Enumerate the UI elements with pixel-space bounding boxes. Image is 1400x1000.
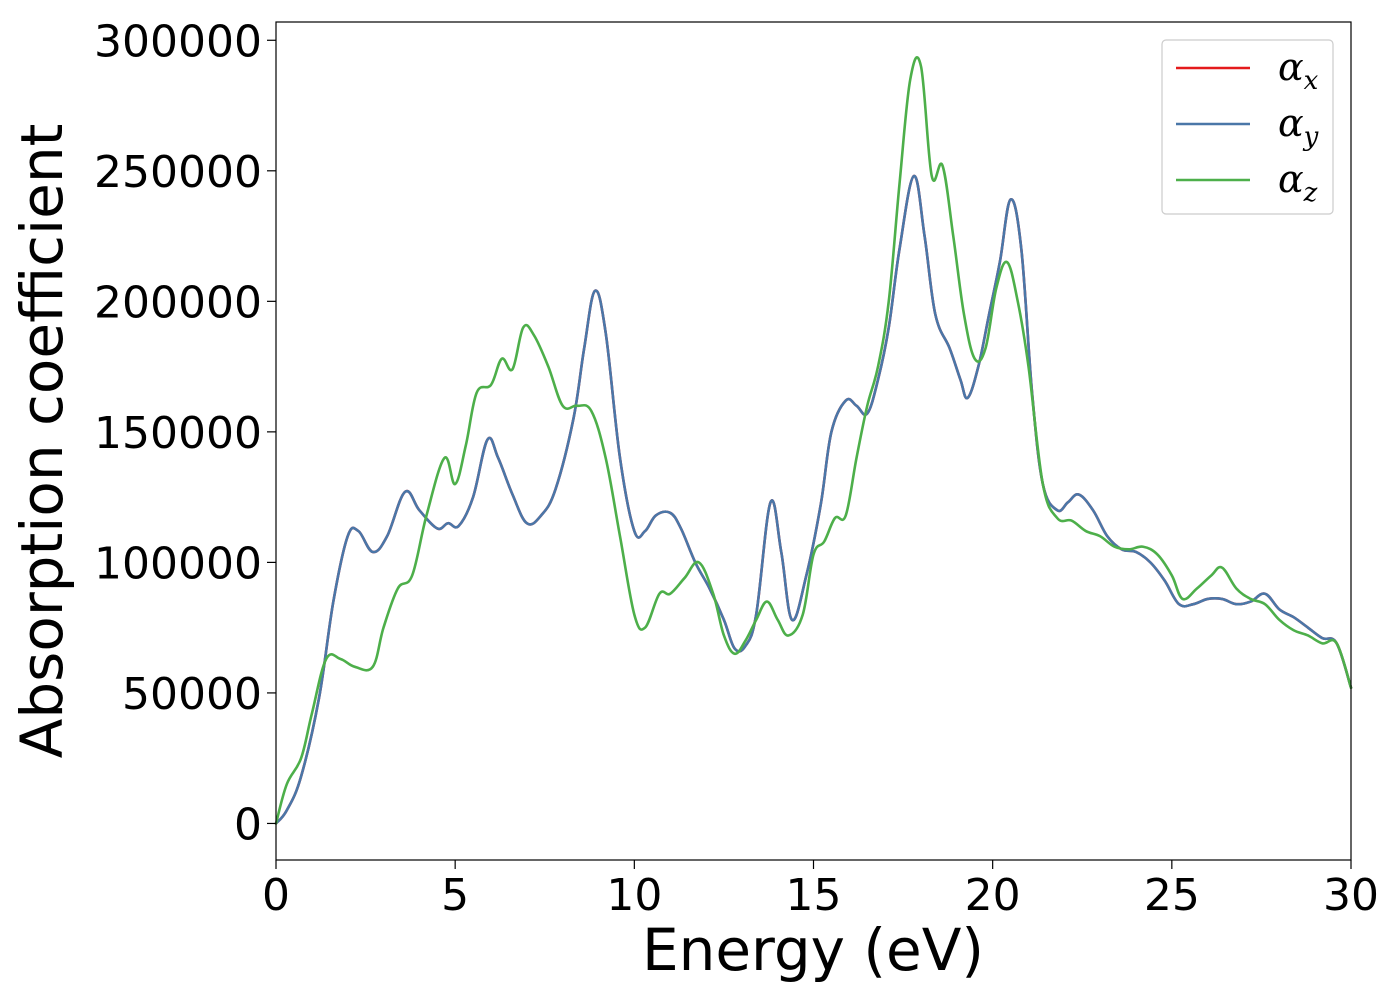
legend-subscript: y <box>1303 122 1319 152</box>
y-tick-label: 0 <box>234 799 262 850</box>
y-tick-label: 250000 <box>94 147 262 198</box>
x-tick-label: 10 <box>606 870 662 921</box>
y-tick-label: 150000 <box>94 408 262 459</box>
legend-label-x: αx <box>1278 45 1319 96</box>
legend-symbol: α <box>1278 157 1304 201</box>
series-layer <box>274 55 1353 825</box>
series-line-z <box>274 55 1353 825</box>
x-tick-label: 20 <box>965 870 1021 921</box>
legend-label-y: αy <box>1278 101 1319 152</box>
legend-symbol: α <box>1278 101 1304 145</box>
x-tick-label: 0 <box>262 870 290 921</box>
y-tick-label: 200000 <box>94 277 262 328</box>
series-line-y <box>274 174 1353 825</box>
series-line-x <box>274 174 1353 825</box>
y-tick-label: 300000 <box>94 16 262 67</box>
y-axis: 0 50000 100000 150000 200000 250000 300000 <box>94 16 276 850</box>
x-tick-label: 15 <box>786 870 842 921</box>
x-tick-label: 25 <box>1144 870 1200 921</box>
legend-frame <box>1161 39 1334 215</box>
legend-subscript: z <box>1303 178 1318 208</box>
y-axis-title: Absorption coefficient <box>8 124 76 759</box>
y-tick-label: 100000 <box>94 538 262 589</box>
legend-label-z: αz <box>1278 157 1318 208</box>
x-axis-title: Energy (eV) <box>642 916 984 984</box>
x-axis: 0 5 10 15 20 25 30 <box>262 860 1379 921</box>
legend-subscript: x <box>1304 66 1319 96</box>
x-tick-label: 5 <box>441 870 469 921</box>
x-tick-label: 30 <box>1323 870 1379 921</box>
legend-symbol: α <box>1278 45 1304 89</box>
y-tick-label: 50000 <box>122 669 262 720</box>
